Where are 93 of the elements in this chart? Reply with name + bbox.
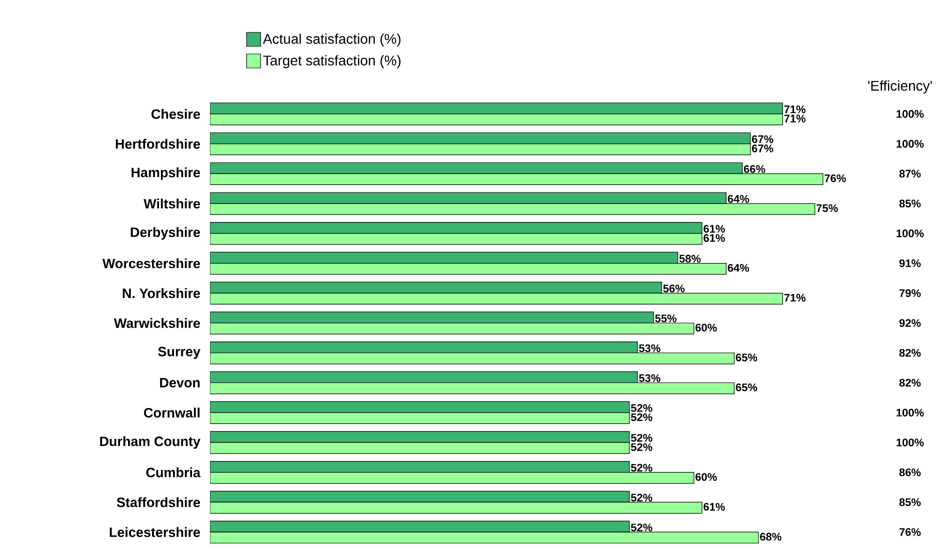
bar: [210, 401, 630, 413]
text: 'Efficiency': [868, 80, 932, 94]
y-tick-label: Durham County: [100, 436, 200, 449]
text: 91%: [899, 259, 921, 268]
text: 86%: [899, 468, 921, 476]
text: 82%: [899, 378, 921, 387]
bar: [210, 382, 735, 394]
bar: [210, 472, 694, 484]
data-label: 55%: [655, 314, 677, 322]
text: 100%: [896, 110, 924, 118]
bar: [210, 192, 726, 204]
data-label: 61%: [704, 234, 725, 242]
bar: [210, 262, 726, 275]
bar: [210, 132, 751, 144]
bar: [210, 371, 638, 384]
bar: [210, 352, 735, 364]
data-label: 61%: [704, 224, 725, 233]
bar: [210, 502, 702, 514]
text: 100%: [896, 408, 924, 417]
y-tick-label: Wiltshire: [144, 198, 200, 208]
data-label: 52%: [630, 434, 652, 442]
data-label: 64%: [728, 264, 750, 272]
data-label: 58%: [679, 254, 701, 263]
data-label: 52%: [630, 464, 652, 472]
bar: [210, 312, 654, 324]
data-label: 67%: [752, 144, 774, 152]
text: 85%: [899, 200, 921, 208]
data-label: 76%: [824, 174, 846, 182]
bar: [210, 282, 662, 294]
data-label: 65%: [736, 354, 758, 362]
bar: [210, 532, 759, 544]
data-label: 66%: [744, 165, 766, 173]
bar: [210, 173, 824, 186]
bar: [210, 490, 630, 503]
y-tick-label: Surrey: [158, 346, 200, 359]
data-label: 52%: [630, 443, 652, 451]
text: 79%: [899, 289, 921, 298]
text: 76%: [899, 528, 921, 536]
text: 82%: [899, 348, 921, 357]
y-tick-label: Worcestershire: [102, 258, 200, 268]
bar: [210, 520, 630, 532]
y-tick-label: Staffordshire: [116, 497, 200, 508]
data-label: 71%: [784, 294, 806, 302]
y-tick-label: Hertfordshire: [116, 138, 200, 149]
data-label: 65%: [736, 383, 758, 392]
bar: [210, 102, 783, 114]
y-tick-label: Leicestershire: [110, 527, 200, 538]
text: 100%: [896, 438, 924, 446]
bar: [210, 233, 702, 245]
data-label: 67%: [752, 135, 774, 144]
y-tick-label: N. Yorkshire: [122, 288, 200, 298]
data-label: 52%: [630, 524, 652, 532]
text: 85%: [899, 498, 921, 506]
bar: [210, 412, 630, 424]
data-label: 71%: [784, 114, 806, 122]
bar: [210, 460, 630, 473]
data-label: 64%: [728, 195, 750, 203]
bar: [210, 162, 743, 174]
bar: [210, 431, 630, 443]
data-label: 53%: [639, 374, 660, 382]
bar: [210, 114, 783, 126]
bar: [210, 252, 678, 264]
y-tick-label: Cumbria: [146, 467, 201, 478]
bar: [210, 222, 702, 234]
bar: [210, 144, 751, 156]
text: 100%: [896, 229, 924, 238]
data-label: 68%: [760, 532, 782, 541]
data-label: 52%: [630, 494, 652, 502]
text: 100%: [896, 140, 924, 148]
data-label: 56%: [663, 284, 685, 292]
y-tick-label: Devon: [160, 378, 200, 388]
bar: [210, 322, 694, 334]
y-tick-label: Derbyshire: [130, 227, 200, 240]
bar: [210, 342, 638, 354]
legend-label: Target satisfaction (%): [263, 55, 400, 68]
bar: [210, 442, 630, 454]
y-tick-label: Hampshire: [132, 167, 200, 180]
data-label: 61%: [704, 502, 725, 511]
data-label: 53%: [639, 344, 660, 352]
data-label: 71%: [784, 105, 806, 114]
data-label: 52%: [630, 413, 652, 422]
data-label: 60%: [696, 473, 717, 481]
data-label: 75%: [816, 204, 838, 212]
y-tick-label: Cornwall: [144, 408, 200, 418]
data-label: 52%: [630, 404, 652, 412]
y-tick-label: Warwickshire: [114, 318, 200, 328]
text: 87%: [899, 170, 921, 178]
text: 92%: [899, 319, 921, 327]
legend-label: Actual satisfaction (%): [262, 34, 400, 47]
data-label: 60%: [696, 324, 717, 332]
bar: [210, 203, 816, 215]
bar: [210, 292, 783, 304]
y-tick-label: Chesire: [152, 108, 200, 119]
